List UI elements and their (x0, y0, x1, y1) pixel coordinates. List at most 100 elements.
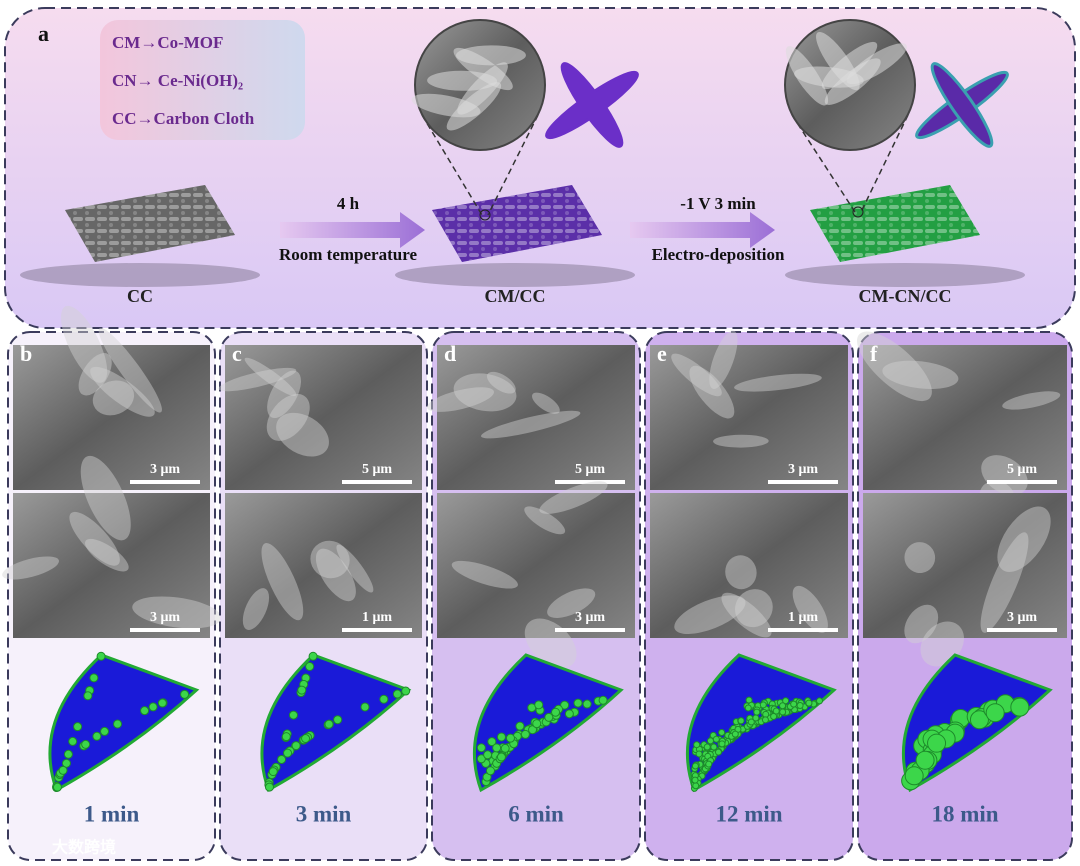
particle-dot (573, 698, 583, 708)
particle-dot (544, 712, 554, 722)
legend-text: CC→Carbon Cloth (112, 109, 255, 128)
sem-feature (997, 506, 1051, 572)
particle-dot (969, 710, 989, 730)
particle-dot (180, 689, 190, 699)
scale-label: 3 μm (788, 462, 818, 477)
sem-feature (734, 373, 822, 392)
particle-dot (532, 719, 542, 729)
scale-label: 1 μm (788, 610, 818, 625)
particle-dot (476, 754, 486, 764)
sem-image (225, 493, 422, 638)
sem-feature (78, 353, 112, 396)
particle-dot (297, 685, 307, 695)
particle-dot (148, 702, 158, 712)
particle-dot (692, 782, 700, 790)
zoom-spot (479, 209, 491, 221)
sem-feature (481, 410, 581, 439)
panel-label: a (38, 21, 49, 46)
sem-feature (310, 540, 350, 579)
sem-feature (85, 538, 129, 572)
sem-feature (132, 596, 222, 629)
sem-feature (531, 392, 560, 414)
material-label: CC (127, 286, 153, 306)
flake (821, 41, 878, 90)
particle-dot (790, 700, 798, 708)
particle-dot (779, 708, 787, 716)
sem-image (437, 493, 635, 638)
particle-dot (333, 715, 343, 725)
particle-dot (805, 699, 813, 707)
particle-dot (691, 762, 699, 770)
time-label: 6 min (508, 801, 564, 826)
particle-dot (58, 765, 68, 775)
cross-arm (930, 62, 994, 148)
panel-label: d (444, 341, 456, 366)
sem-feature (486, 371, 516, 394)
particle-dot (772, 707, 780, 715)
arrow-top: 4 h (337, 194, 360, 213)
sem-feature (276, 412, 329, 457)
scale-label: 5 μm (1007, 462, 1037, 477)
particle-dot (718, 740, 726, 748)
scale-label: 5 μm (575, 462, 605, 477)
cloth-weave (810, 185, 980, 262)
time-label: 18 min (931, 801, 998, 826)
sem-feature (90, 366, 155, 417)
particle-dot (520, 729, 530, 739)
sem-feature (315, 548, 356, 602)
sem-feature (713, 434, 769, 448)
particle-dot (759, 701, 767, 709)
sem-feature (261, 542, 304, 621)
particle-dot (761, 716, 769, 724)
panel-label: e (657, 341, 667, 366)
sem-feature (244, 357, 297, 397)
arrow (280, 212, 425, 248)
particle-dot (747, 718, 755, 726)
shadow (785, 263, 1025, 287)
sem-feature (547, 588, 596, 619)
particle-dot (401, 686, 411, 696)
particle-dot (301, 734, 311, 744)
shadow (20, 263, 260, 287)
sem-image (863, 345, 1067, 490)
time-label: 12 min (715, 801, 782, 826)
particle-dot (770, 712, 778, 720)
sem-feature (267, 370, 301, 419)
particle-dot (485, 766, 495, 776)
particle-dot (534, 700, 544, 710)
particle-dot (61, 758, 71, 768)
sem-image (225, 345, 422, 490)
arrow-bottom: Room temperature (279, 245, 417, 264)
sem-feature (671, 353, 722, 397)
flake (455, 45, 526, 66)
zoom-line (487, 114, 539, 216)
particle-dot (291, 741, 301, 751)
sem-feature (721, 592, 772, 638)
particle-dot (985, 703, 1005, 723)
particle-dot (277, 754, 287, 764)
sem-feature (69, 511, 120, 566)
sem-feature (539, 481, 608, 514)
particle-dot (392, 689, 402, 699)
scale-label: 1 μm (362, 610, 392, 625)
arrow-bottom: Electro-deposition (652, 245, 785, 264)
flake (446, 82, 502, 131)
particle-dot (744, 704, 752, 712)
particle-dot (718, 729, 726, 737)
particle-dot (706, 737, 714, 745)
sem-feature (92, 380, 135, 416)
particle-dot (753, 708, 761, 716)
arrow (630, 212, 775, 248)
particle-dot (714, 748, 722, 756)
sem-image (650, 345, 848, 490)
particle-dot (96, 651, 106, 661)
particle-dot (68, 736, 78, 746)
particle-dot (582, 699, 592, 709)
particle-dot (283, 748, 293, 758)
sem-feature (882, 360, 959, 390)
sem-feature (451, 560, 518, 589)
sem-feature (218, 367, 297, 392)
sem-feature (453, 373, 517, 412)
sem-feature (689, 365, 735, 419)
sem-feature (709, 330, 738, 389)
